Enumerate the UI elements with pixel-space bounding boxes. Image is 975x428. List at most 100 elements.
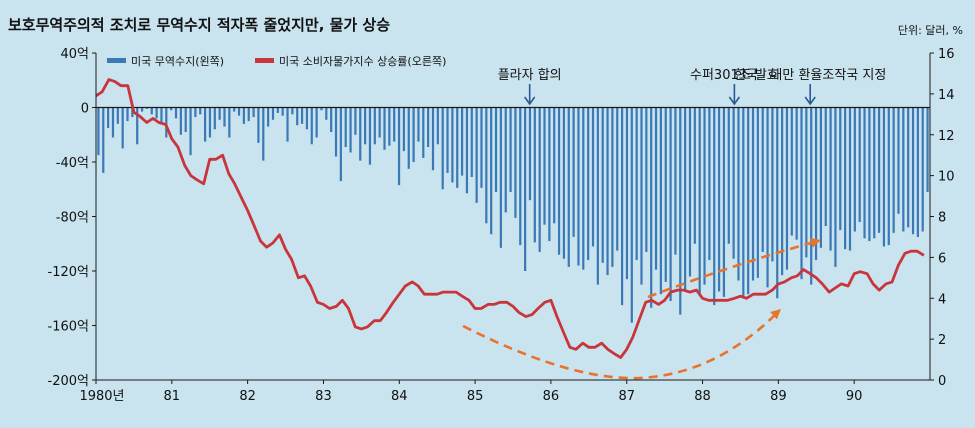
trade-balance-bar bbox=[582, 107, 585, 270]
legend-swatch-trade-balance bbox=[107, 58, 126, 63]
trade-balance-bar bbox=[490, 107, 493, 235]
trade-balance-bar bbox=[344, 107, 347, 148]
trade-balance-bar bbox=[179, 107, 182, 135]
trade-balance-bar bbox=[262, 107, 265, 161]
trade-balance-bar bbox=[688, 107, 692, 277]
trade-balance-bar bbox=[834, 107, 837, 267]
trade-balance-bar bbox=[911, 107, 915, 235]
trade-balance-bar bbox=[650, 107, 653, 308]
trade-balance-bar bbox=[155, 107, 158, 119]
trade-balance-bar bbox=[708, 107, 711, 261]
x-tick-label: 1980년 bbox=[79, 389, 124, 404]
trade-balance-bar bbox=[761, 107, 764, 252]
legend: 미국 무역수지(왼쪽) 미국 소비자물가지수 상승률(오른쪽) bbox=[107, 54, 446, 68]
trade-balance-bar bbox=[499, 107, 502, 248]
left-tick-label: -200억 bbox=[48, 374, 89, 389]
trade-balance-bar bbox=[693, 107, 696, 244]
trade-balance-bar bbox=[121, 107, 124, 149]
trade-balance-bar bbox=[567, 107, 570, 267]
x-tick-label: 90 bbox=[846, 389, 863, 404]
left-tick-label: -160억 bbox=[48, 320, 89, 335]
trade-balance-bar bbox=[698, 107, 701, 296]
trade-balance-bar bbox=[713, 107, 716, 306]
trade-balance-bar bbox=[189, 107, 192, 156]
trade-balance-bar bbox=[422, 107, 425, 158]
x-tick-label: 85 bbox=[467, 389, 484, 404]
trade-balance-bar bbox=[310, 107, 313, 145]
trade-balance-bar bbox=[456, 107, 459, 188]
trade-balance-bar bbox=[242, 107, 245, 124]
trade-balance-bar bbox=[921, 107, 924, 232]
trade-balance-bar bbox=[291, 107, 294, 115]
trade-balance-bar bbox=[625, 107, 629, 280]
trade-balance-bar bbox=[524, 107, 527, 271]
trade-balance-bar bbox=[174, 107, 178, 119]
trade-balance-bar bbox=[145, 107, 149, 109]
trade-balance-bar bbox=[427, 107, 430, 148]
trade-balance-bar bbox=[184, 107, 187, 133]
trade-balance-bar bbox=[630, 107, 633, 323]
trade-balance-bar bbox=[679, 107, 682, 315]
upper-trend-arrow bbox=[647, 239, 819, 299]
trade-balance-bar bbox=[334, 107, 338, 157]
annotation-label: 플라자 합의 bbox=[498, 68, 562, 83]
trade-balance-bar bbox=[591, 107, 595, 247]
trade-balance-bar bbox=[805, 107, 808, 258]
trade-balance-bar bbox=[897, 107, 900, 214]
legend-label-cpi: 미국 소비자물가지수 상승률(오른쪽) bbox=[279, 55, 446, 68]
trade-balance-bar bbox=[276, 107, 279, 113]
right-tick-label: 8 bbox=[938, 211, 946, 226]
annotation-arrow-head bbox=[728, 96, 741, 106]
trend-arrows bbox=[462, 237, 821, 380]
plot-area bbox=[96, 53, 930, 380]
legend-swatch-cpi bbox=[255, 58, 274, 63]
upper-trend-arrow-head bbox=[810, 237, 821, 248]
trade-balance-bar bbox=[722, 107, 726, 297]
x-tick-label: 89 bbox=[770, 389, 787, 404]
lower-trend-arrow-head bbox=[770, 309, 781, 320]
right-tick-label: 6 bbox=[938, 251, 946, 266]
trade-balance-bar bbox=[465, 107, 469, 194]
right-tick-label: 0 bbox=[938, 374, 946, 389]
trade-balance-bar bbox=[543, 107, 546, 225]
x-tick-label: 83 bbox=[315, 389, 332, 404]
trade-balance-bar bbox=[213, 107, 216, 130]
trade-balance-bar bbox=[844, 107, 847, 250]
trade-balance-bar bbox=[218, 107, 221, 120]
trade-balance-bar bbox=[814, 107, 818, 261]
trade-balance-bar bbox=[393, 107, 396, 142]
trade-balance-bar bbox=[829, 107, 832, 251]
left-tick-label: -40억 bbox=[56, 156, 89, 171]
trade-balance-bar bbox=[771, 107, 774, 262]
chart-title: 보호무역주의적 조치로 무역수지 적자폭 줄었지만, 물가 상승 bbox=[8, 16, 390, 34]
trade-balance-bar bbox=[485, 107, 488, 224]
trade-balance-bar bbox=[747, 107, 750, 295]
trade-balance-bar bbox=[383, 107, 386, 150]
trade-balance-bar bbox=[795, 107, 798, 240]
trade-balance-bar bbox=[194, 107, 197, 118]
x-tick-label: 82 bbox=[239, 389, 256, 404]
trade-balance-bar bbox=[776, 107, 779, 299]
trade-balance-bar bbox=[446, 107, 449, 173]
trade-balance-bar bbox=[674, 107, 677, 255]
trade-balance-bar bbox=[388, 107, 391, 146]
right-tick-label: 10 bbox=[938, 170, 955, 185]
x-tick-label: 88 bbox=[694, 389, 711, 404]
x-tick-label: 81 bbox=[164, 389, 181, 404]
trade-balance-bar bbox=[572, 107, 575, 237]
trade-balance-bar bbox=[199, 107, 202, 115]
trade-balance-bar bbox=[315, 107, 318, 138]
trade-balance-bar bbox=[300, 107, 304, 124]
trade-balance-bar bbox=[286, 107, 289, 142]
trade-balance-bar bbox=[208, 107, 212, 138]
trade-balance-bar bbox=[111, 107, 115, 138]
trade-balance-bar bbox=[557, 107, 561, 255]
trade-balance-bar bbox=[470, 107, 473, 177]
trade-balance-bar bbox=[596, 107, 599, 285]
trade-balance-bar bbox=[223, 107, 226, 127]
trade-balance-bar bbox=[320, 107, 323, 111]
trade-balance-bar bbox=[480, 107, 483, 188]
trade-balance-bar bbox=[640, 107, 643, 285]
trade-balance-bar bbox=[926, 107, 929, 192]
